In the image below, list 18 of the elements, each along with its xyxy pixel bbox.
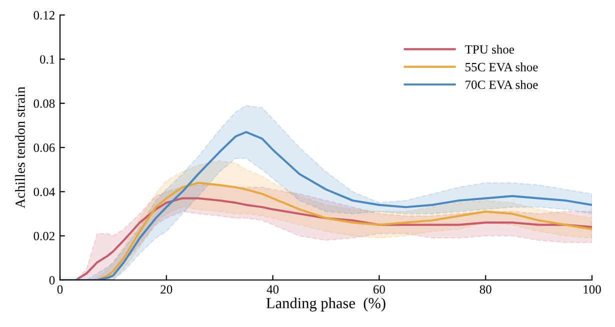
y-axis-title: Achilles tendon strain: [15, 86, 25, 208]
legend-label: 55C EVA shoe: [466, 62, 538, 72]
legend-label: 70C EVA shoe: [466, 80, 538, 90]
x-tick-label: 20: [160, 285, 172, 294]
y-tick-label: 0.08: [34, 99, 55, 108]
x-tick-label: 0: [57, 285, 63, 294]
y-tick-label: 0.12: [34, 11, 54, 20]
y-tick-label: 0.06: [34, 144, 55, 152]
x-tick-label: 60: [373, 285, 385, 294]
x-tick-label: 40: [266, 285, 279, 294]
x-tick-label: 100: [584, 285, 601, 294]
x-tick-label: 80: [480, 285, 492, 294]
y-tick-label: 0.04: [34, 188, 55, 196]
legend-label: TPU shoe: [465, 44, 514, 54]
x-axis-title: Landing phase (%): [266, 298, 386, 312]
y-tick-label: 0.1: [40, 55, 54, 64]
y-tick-label: 0.02: [34, 232, 54, 240]
y-tick-label: 0: [49, 276, 55, 284]
